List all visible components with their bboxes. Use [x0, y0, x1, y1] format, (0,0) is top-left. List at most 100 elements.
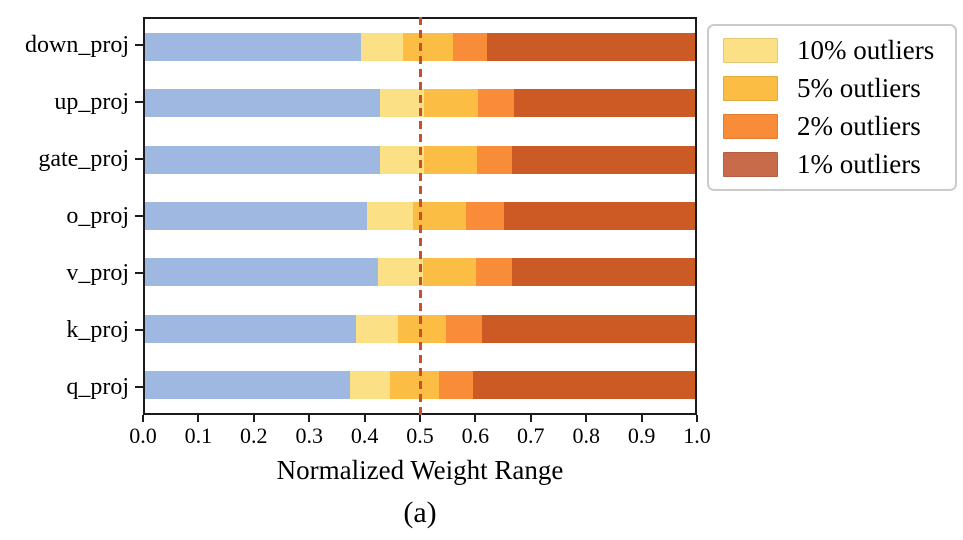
- bar-segment-2-outliers: [476, 258, 512, 287]
- legend-item: 1% outliers: [723, 149, 943, 179]
- x-axis-ticks: [142, 415, 698, 423]
- bar-row-down_proj: [145, 19, 695, 75]
- bar-segment-10-outliers: [366, 201, 413, 230]
- bar-segment-10-outliers: [355, 314, 398, 343]
- bar-segment-2-outliers: [476, 145, 513, 174]
- bar-row-q_proj: [145, 357, 695, 413]
- y-tick-mark: [135, 385, 143, 388]
- bar-k_proj: [145, 314, 695, 343]
- x-tick-mark: [308, 415, 311, 422]
- bar-segment-base: [145, 145, 380, 174]
- bar-segment-5-outliers: [423, 145, 477, 174]
- bar-segment-5-outliers: [412, 201, 466, 230]
- bar-row-k_proj: [145, 300, 695, 356]
- legend-item: 2% outliers: [723, 111, 943, 141]
- bar-v_proj: [145, 258, 695, 287]
- x-tick-mark: [696, 415, 698, 422]
- y-tick-label-down_proj: down_proj: [25, 32, 129, 59]
- bar-segment-5-outliers: [390, 370, 439, 399]
- bar-segment-1-outliers: [486, 33, 695, 62]
- bar-segment-5-outliers: [402, 33, 453, 62]
- bar-segment-10-outliers: [361, 33, 403, 62]
- y-tick-label-k_proj: k_proj: [66, 316, 129, 343]
- bar-segment-2-outliers: [477, 89, 514, 118]
- x-tick-mark: [142, 415, 144, 422]
- reference-line-0.5: [418, 17, 422, 415]
- y-tick-mark: [135, 101, 143, 104]
- y-tick-mark: [135, 215, 143, 217]
- x-tick-label-0.5: 0.5: [406, 423, 434, 448]
- legend-label: 10% outliers: [797, 35, 935, 65]
- y-tick-mark: [135, 44, 143, 47]
- legend: 10% outliers 5% outliers 2% outliers 1% out…: [707, 24, 957, 191]
- legend-label: 5% outliers: [797, 73, 921, 103]
- x-axis-tick-labels: 0.0 0.1 0.2 0.3 0.4 0.5 0.6 0.7 0.8 0.9 1.0: [129, 423, 711, 449]
- x-tick-mark: [474, 415, 477, 422]
- bar-segment-base: [145, 314, 356, 343]
- legend-swatch-icon: [723, 38, 778, 63]
- x-tick-label-0.6: 0.6: [461, 423, 490, 448]
- x-tick-mark: [640, 415, 643, 422]
- bar-segment-1-outliers: [512, 145, 695, 174]
- y-tick-mark: [135, 328, 143, 331]
- bar-o_proj: [145, 201, 695, 230]
- bar-row-gate_proj: [145, 132, 695, 188]
- x-tick-mark: [529, 415, 532, 422]
- bar-up_proj: [145, 89, 695, 118]
- y-tick-label-up_proj: up_proj: [54, 89, 129, 116]
- x-tick-label-0.3: 0.3: [295, 423, 323, 448]
- legend-item: 5% outliers: [723, 73, 943, 103]
- y-axis-ticks: [135, 17, 143, 415]
- bar-segment-5-outliers: [398, 314, 446, 343]
- x-tick-mark: [585, 415, 588, 422]
- bar-segment-base: [145, 258, 379, 287]
- x-tick-mark: [252, 415, 255, 422]
- bar-segment-1-outliers: [511, 258, 695, 287]
- bar-segment-10-outliers: [379, 89, 424, 118]
- x-tick-label-0.1: 0.1: [184, 423, 213, 448]
- bar-segment-1-outliers: [481, 314, 695, 343]
- legend-item: 10% outliers: [723, 35, 943, 65]
- bar-gate_proj: [145, 145, 695, 174]
- bar-q_proj: [145, 370, 695, 399]
- y-tick-mark: [135, 271, 143, 274]
- bar-down_proj: [145, 33, 695, 62]
- x-tick-label-0.7: 0.7: [517, 423, 545, 448]
- bar-segment-5-outliers: [423, 89, 478, 118]
- legend-swatch-icon: [723, 114, 778, 139]
- x-tick-mark: [419, 415, 421, 422]
- x-tick-label-0.2: 0.2: [240, 423, 268, 448]
- legend-swatch-icon: [723, 152, 778, 177]
- bar-segment-10-outliers: [378, 258, 423, 287]
- x-tick-label-1.0: 1.0: [683, 423, 711, 448]
- y-tick-label-v_proj: v_proj: [66, 259, 129, 286]
- bar-segment-2-outliers: [438, 370, 473, 399]
- x-tick-label-0.0: 0.0: [129, 423, 157, 448]
- figure-caption: (a): [403, 496, 437, 529]
- x-tick-label-0.4: 0.4: [350, 423, 379, 448]
- bar-segment-base: [145, 33, 362, 62]
- x-tick-label-0.8: 0.8: [572, 423, 600, 448]
- legend-label: 1% outliers: [797, 149, 921, 179]
- y-tick-label-q_proj: q_proj: [66, 373, 129, 400]
- bar-segment-base: [145, 370, 351, 399]
- bar-segment-2-outliers: [453, 33, 487, 62]
- bar-segment-1-outliers: [513, 89, 695, 118]
- bar-segment-5-outliers: [422, 258, 477, 287]
- legend-label: 2% outliers: [797, 111, 921, 141]
- y-tick-mark: [135, 158, 143, 161]
- bar-segment-1-outliers: [472, 370, 695, 399]
- bar-segment-1-outliers: [504, 201, 695, 230]
- bar-segment-2-outliers: [445, 314, 482, 343]
- bar-segment-base: [145, 89, 380, 118]
- bar-row-up_proj: [145, 75, 695, 131]
- plot-area: [143, 17, 697, 415]
- bar-segment-2-outliers: [465, 201, 505, 230]
- bar-segment-10-outliers: [350, 370, 391, 399]
- bar-segment-10-outliers: [379, 145, 424, 174]
- legend-swatch-icon: [723, 76, 778, 101]
- x-axis-title: Normalized Weight Range: [276, 455, 564, 485]
- x-tick-mark: [197, 415, 200, 422]
- x-tick-mark: [363, 415, 366, 422]
